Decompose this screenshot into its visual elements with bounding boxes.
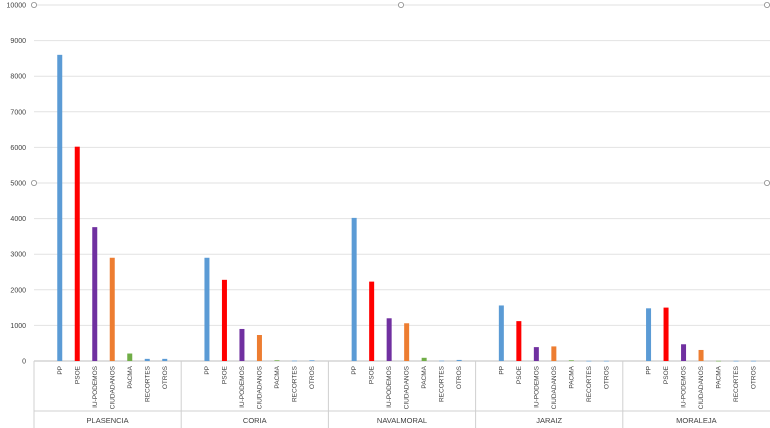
x-category-label: IU-PODEMOS — [92, 365, 99, 408]
bar-plasencia-ciudadanos — [109, 257, 115, 361]
x-group-label: PLASENCIA — [87, 416, 129, 425]
x-category-label: OTROS — [309, 365, 316, 389]
x-axis: PP PSOE IU-PODEMOS CIUDADANOS PACMA RECORTES O… — [33, 361, 770, 428]
bar-jaraiz-ciudadanos — [551, 346, 557, 361]
x-category-label: PSOE — [74, 365, 81, 384]
bar-navalmoral-recortes — [439, 360, 445, 362]
bar-coria-pp — [204, 257, 210, 361]
x-category-label: CIUDADANOS — [551, 365, 558, 409]
bar-jaraiz-psoe — [516, 321, 522, 361]
y-tick-label: 10000 — [7, 3, 27, 10]
bar-coria-ciudadanos — [256, 335, 262, 361]
x-group-label: NAVALMORAL — [377, 416, 427, 425]
y-tick-label: 9000 — [10, 38, 26, 45]
x-category-label: PP — [204, 366, 211, 375]
x-category-label: CIUDADANOS — [404, 365, 411, 409]
resize-handle[interactable] — [764, 180, 770, 186]
bar-coria-psoe — [221, 279, 227, 361]
bar-plasencia-psoe — [74, 146, 80, 361]
x-group-label: JARAIZ — [536, 416, 562, 425]
x-category-label: CIUDADANOS — [109, 365, 116, 409]
resize-handle[interactable] — [30, 2, 37, 8]
y-tick-label: 7000 — [10, 109, 26, 116]
bar-navalmoral-ciudadanos — [404, 323, 410, 361]
y-tick-label: 3000 — [10, 252, 26, 259]
bar-plasencia-recortes — [144, 358, 150, 361]
y-axis-ticks: 0 1000 2000 3000 4000 5000 6000 7000 8000 9000 100… — [7, 3, 27, 366]
y-tick-label: 8000 — [10, 74, 26, 81]
x-category-label: PP — [351, 366, 358, 375]
bar-moraleja-pacma — [716, 360, 722, 362]
bar-coria-pacma — [274, 360, 280, 361]
selection-handles — [30, 2, 770, 186]
x-category-label: PP — [498, 366, 505, 375]
bar-jaraiz-iu-podemos — [533, 347, 539, 361]
x-category-label: RECORTES — [291, 365, 298, 402]
bar-moraleja-recortes — [733, 360, 739, 362]
bar-navalmoral-pacma — [421, 357, 427, 361]
bars — [57, 54, 757, 362]
x-category-label: IU-PODEMOS — [533, 365, 540, 408]
x-category-label: PSOE — [369, 365, 376, 384]
x-category-label: PSOE — [221, 365, 228, 384]
x-category-label: OTROS — [603, 365, 610, 389]
bar-jaraiz-recortes — [586, 360, 592, 362]
y-tick-label: 2000 — [10, 287, 26, 294]
x-category-label: PSOE — [516, 365, 523, 384]
x-category-label: IU-PODEMOS — [681, 365, 688, 408]
x-category-label: PSOE — [663, 365, 670, 384]
x-category-label: PACMA — [716, 365, 723, 388]
bar-jaraiz-pp — [498, 305, 504, 361]
x-category-label: IU-PODEMOS — [386, 365, 393, 408]
bar-plasencia-iu-podemos — [92, 227, 98, 361]
x-category-label: PACMA — [274, 365, 281, 388]
x-category-label: RECORTES — [144, 365, 151, 402]
bar-plasencia-otros — [162, 358, 168, 361]
bar-navalmoral-otros — [456, 359, 462, 361]
x-group-label: CORIA — [243, 416, 267, 425]
x-category-label: PACMA — [568, 365, 575, 388]
x-category-label: RECORTES — [439, 365, 446, 402]
bar-coria-otros — [309, 360, 315, 361]
x-category-label: OTROS — [162, 365, 169, 389]
x-category-label: PACMA — [127, 365, 134, 388]
x-group-label: MORALEJA — [676, 416, 716, 425]
x-category-label: PP — [57, 366, 64, 375]
bar-moraleja-pp — [646, 308, 652, 361]
bar-moraleja-ciudadanos — [698, 349, 704, 361]
x-category-label: PACMA — [421, 365, 428, 388]
bar-coria-iu-podemos — [239, 328, 245, 361]
y-tick-label: 1000 — [10, 323, 26, 330]
x-category-label: RECORTES — [586, 365, 593, 402]
bar-navalmoral-psoe — [369, 281, 375, 361]
y-tick-label: 0 — [22, 359, 26, 366]
bar-moraleja-iu-podemos — [681, 344, 687, 361]
bar-plasencia-pp — [57, 54, 63, 362]
bar-plasencia-pacma — [127, 353, 133, 361]
resize-handle[interactable] — [764, 2, 770, 8]
x-category-label: PP — [646, 366, 653, 375]
x-category-label: OTROS — [751, 365, 758, 389]
resize-handle[interactable] — [30, 179, 37, 186]
bar-navalmoral-iu-podemos — [386, 318, 392, 361]
gridlines — [34, 4, 770, 362]
bar-jaraiz-pacma — [568, 360, 574, 361]
resize-handle[interactable] — [397, 2, 404, 8]
x-category-label: OTROS — [456, 365, 463, 389]
y-tick-label: 6000 — [10, 145, 26, 152]
bar-jaraiz-otros — [603, 360, 609, 362]
y-tick-label: 4000 — [10, 216, 26, 223]
x-category-label: IU-PODEMOS — [239, 365, 246, 408]
bar-navalmoral-pp — [351, 217, 357, 361]
bar-moraleja-psoe — [663, 307, 669, 361]
y-tick-label: 5000 — [10, 181, 26, 188]
bar-coria-recortes — [291, 360, 297, 362]
x-category-label: CIUDADANOS — [698, 365, 705, 409]
bar-moraleja-otros — [751, 360, 757, 362]
x-category-label: RECORTES — [733, 365, 740, 402]
x-category-label: CIUDADANOS — [256, 365, 263, 409]
